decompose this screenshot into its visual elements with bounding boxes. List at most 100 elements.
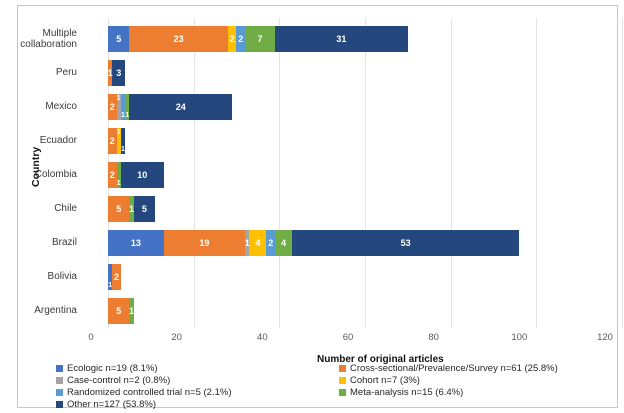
bar-segment-rct: 2: [236, 26, 246, 52]
legend-label: Randomized controlled trial n=5 (2.1%): [67, 387, 232, 398]
bar-segment-value: 24: [175, 102, 186, 112]
bar-segment-value: 7: [257, 34, 263, 44]
y-tick-label: Bolivia: [47, 271, 77, 283]
bar-segment-value: 13: [130, 238, 141, 248]
legend-item-cross: Cross-sectional/Prevalence/Survey n=61 (…: [339, 363, 558, 374]
bar-segment-cross: 2: [108, 94, 117, 120]
bar-segment-value: 31: [336, 34, 347, 44]
bar-row: 2 1 1 1 24: [108, 94, 233, 120]
bar-segment-ecologic: 1: [108, 264, 113, 290]
bar-segment-cross: 1: [107, 60, 113, 86]
legend-swatch-other: [56, 401, 63, 408]
bar-segment-value: 1: [116, 129, 121, 136]
x-tick-label: 0: [88, 332, 94, 343]
bar-segment-case: 1: [244, 230, 250, 256]
bar-segment-value: 1: [107, 68, 113, 78]
gridline: [365, 18, 366, 328]
bar-segment-other: 1: [120, 128, 126, 154]
bar-segment-value: 1: [121, 112, 125, 119]
x-tick-label: 20: [171, 332, 182, 343]
legend-swatch-ecologic: [56, 365, 63, 372]
bar-segment-other: 5: [133, 196, 156, 222]
x-tick-label: 100: [511, 332, 528, 343]
bar-segment-value: 1: [116, 180, 121, 187]
bar-segment-value: 1: [129, 306, 135, 316]
gridline: [279, 18, 281, 328]
legend-item-other: Other n=127 (53.8%): [56, 399, 156, 410]
bar-segment-cross: 2: [108, 162, 117, 188]
x-tick-label: 40: [257, 332, 268, 343]
bar-segment-ecologic: 5: [108, 26, 130, 52]
bar-segment-value: 2: [229, 34, 235, 44]
bar-segment-value: 4: [255, 238, 261, 248]
bar-segment-value: 1: [125, 112, 130, 119]
legend-label: Cross-sectional/Prevalence/Survey n=61 (…: [350, 363, 558, 374]
bar-segment-meta: 7: [245, 26, 276, 52]
legend-item-meta: Meta-analysis n=15 (6.4%): [339, 387, 463, 398]
bar-segment-value: 4: [281, 238, 287, 248]
bar-segment-value: 19: [199, 238, 210, 248]
bar-segment-cross: 2: [108, 128, 117, 154]
bar-segment-meta: 1: [116, 162, 121, 188]
bar-segment-value: 5: [116, 306, 122, 316]
bar-segment-cohort: 2: [227, 26, 237, 52]
bar-segment-case: 1: [116, 94, 121, 120]
bar-segment-cohort: 1: [116, 128, 121, 154]
bar-segment-other: 31: [275, 26, 408, 52]
legend-swatch-rct: [56, 389, 63, 396]
legend-item-cohort: Cohort n=7 (3%): [339, 375, 420, 386]
bar-row: 5 23 2 2 7 31: [108, 26, 408, 52]
gridline: [450, 18, 452, 328]
bar-segment-cross: 5: [108, 298, 130, 324]
bar-segment-value: 1: [121, 146, 125, 153]
bar-segment-meta: 4: [275, 230, 293, 256]
bar-segment-value: 2: [238, 34, 244, 44]
bar-segment-value: 5: [116, 34, 122, 44]
x-axis-title: Number of original articles: [317, 354, 444, 365]
bar-segment-meta: 1: [125, 94, 130, 120]
bar-segment-value: 1: [244, 238, 250, 248]
y-tick-label: Brazil: [51, 237, 77, 249]
bar-segment-cross: 23: [129, 26, 228, 52]
gridline: [622, 18, 623, 328]
y-tick-label: Colombia: [34, 169, 77, 181]
bar-segment-value: 2: [109, 102, 115, 112]
bar-segment-value: 1: [129, 204, 135, 214]
legend-swatch-case: [56, 377, 63, 384]
y-tick-label: Chile: [54, 203, 77, 215]
y-tick-label: Peru: [55, 67, 77, 79]
y-tick-label: Mexico: [45, 101, 77, 113]
y-tick-label: Multiple collaboration: [20, 27, 77, 51]
x-tick-label: 60: [342, 332, 354, 343]
bar-segment-rct: 1: [120, 94, 126, 120]
bar-segment-value: 23: [173, 34, 184, 44]
chart-frame: Country 5 23 2 2 7 31 1 3 2 1 1 1 24 2 1 1 2 1 10 5 1 5 13 19 1 4…: [17, 5, 623, 410]
bar-segment-value: 2: [109, 136, 115, 146]
bar-segment-other: 10: [120, 162, 164, 188]
bar-segment-meta: 1: [129, 196, 135, 222]
legend-label: Meta-analysis n=15 (6.4%): [350, 387, 464, 398]
y-tick-label: Ecuador: [39, 135, 77, 147]
legend-item-case: Case-control n=2 (0.8%): [56, 375, 170, 386]
bar-segment-value: 53: [400, 238, 411, 248]
bar-segment-value: 5: [116, 204, 122, 214]
legend-label: Cohort n=7 (3%): [350, 375, 420, 386]
gridline: [536, 18, 538, 328]
legend-label: Case-control n=2 (0.8%): [67, 375, 171, 386]
bar-row: 2 1 10: [108, 162, 164, 188]
legend-item-rct: Randomized controlled trial n=5 (2.1%): [56, 387, 232, 398]
y-tick-label: Argentina: [34, 305, 77, 317]
bar-segment-cross: 19: [163, 230, 246, 256]
x-tick-label: 120: [597, 332, 613, 343]
bar-segment-value: 2: [114, 272, 120, 282]
bar-segment-value: 2: [109, 170, 115, 180]
legend-swatch-meta: [339, 389, 346, 396]
gridline: [193, 18, 195, 328]
bar-segment-ecologic: 13: [108, 230, 164, 256]
legend-item-ecologic: Ecologic n=19 (8.1%): [56, 363, 158, 374]
